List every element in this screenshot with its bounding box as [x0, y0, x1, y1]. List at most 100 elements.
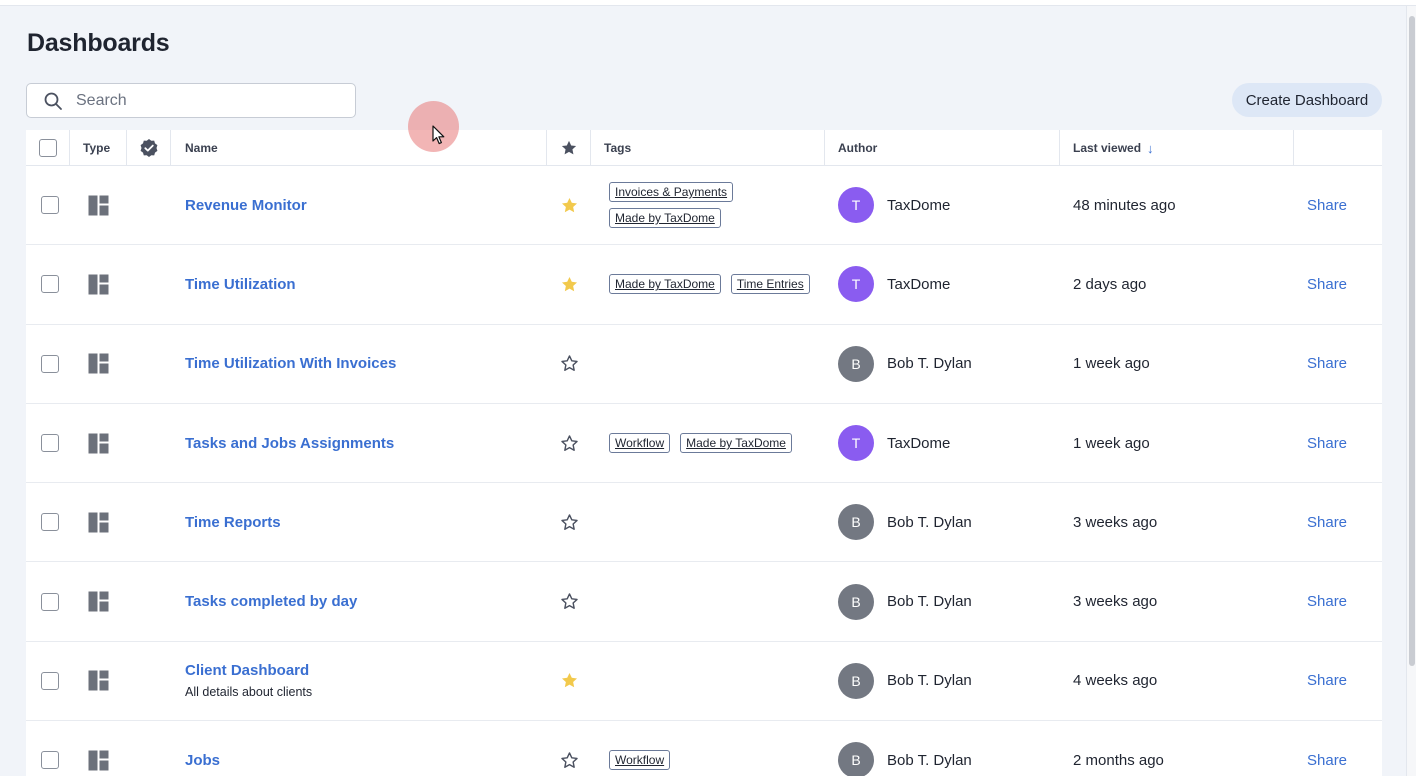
favorite-toggle[interactable] — [560, 404, 579, 482]
dashboard-name-link[interactable]: Jobs — [185, 751, 221, 769]
dashboard-name-link[interactable]: Time Utilization With Invoices — [185, 355, 397, 373]
last-viewed-text: 48 minutes ago — [1073, 196, 1176, 214]
share-link[interactable]: Share — [1307, 751, 1348, 769]
table-row[interactable]: Jobs Workflow B Bob T. Dylan 2 months ag… — [26, 721, 1382, 776]
share-link[interactable]: Share — [1307, 513, 1348, 531]
last-viewed-text: 1 week ago — [1073, 355, 1150, 373]
table-row[interactable]: Tasks completed by day B Bob T. Dylan 3 … — [26, 562, 1382, 642]
row-checkbox[interactable] — [41, 275, 59, 294]
favorite-toggle[interactable] — [560, 325, 579, 403]
row-checkbox[interactable] — [41, 434, 59, 453]
tags-cell — [609, 642, 824, 720]
share-link[interactable]: Share — [1307, 355, 1348, 373]
header-favorite[interactable] — [547, 130, 591, 166]
share-link[interactable]: Share — [1307, 275, 1348, 293]
share-link[interactable]: Share — [1307, 672, 1348, 690]
table-row[interactable]: Client Dashboard All details about clien… — [26, 642, 1382, 722]
avatar: B — [838, 345, 874, 382]
avatar-initial: T — [851, 197, 861, 214]
favorite-toggle[interactable] — [560, 642, 579, 720]
dashboard-name-link[interactable]: Tasks completed by day — [185, 593, 358, 611]
top-border — [0, 0, 1416, 6]
table-body: Revenue Monitor Invoices & Payments Made … — [26, 166, 1382, 776]
verified-badge-icon — [140, 139, 158, 157]
dashboard-name-link[interactable]: Time Reports — [185, 513, 281, 531]
search-input[interactable] — [76, 91, 336, 110]
tag-chip[interactable]: Made by TaxDome — [609, 274, 721, 295]
row-select-cell — [41, 721, 59, 776]
avatar-initial: B — [851, 355, 861, 372]
dashboard-name-link[interactable]: Tasks and Jobs Assignments — [185, 434, 395, 452]
favorite-toggle[interactable] — [560, 721, 579, 776]
last-viewed-text: 3 weeks ago — [1073, 513, 1158, 531]
table-row[interactable]: Tasks and Jobs Assignments Workflow Made … — [26, 404, 1382, 484]
row-checkbox[interactable] — [41, 751, 59, 770]
favorite-toggle[interactable] — [560, 483, 579, 561]
share-link[interactable]: Share — [1307, 593, 1348, 611]
mouse-pointer-icon — [432, 125, 445, 145]
header-type[interactable]: Type — [70, 130, 127, 166]
table-row[interactable]: Revenue Monitor Invoices & Payments Made … — [26, 166, 1382, 246]
avatar: B — [838, 662, 874, 699]
select-all-checkbox[interactable] — [39, 139, 57, 157]
share-cell: Share — [1307, 166, 1347, 244]
author-cell: B Bob T. Dylan — [838, 721, 972, 776]
scrollbar[interactable] — [1406, 6, 1416, 776]
header-tags[interactable]: Tags — [591, 130, 825, 166]
row-select-cell — [41, 483, 59, 561]
dashboard-name-link[interactable]: Time Utilization — [185, 275, 296, 293]
search-box[interactable] — [26, 83, 356, 118]
header-select-cell — [26, 130, 70, 166]
header-name[interactable]: Name — [171, 130, 547, 166]
star-outline-icon — [561, 751, 578, 768]
sort-arrow-icon: ↓ — [1147, 140, 1154, 156]
type-cell — [88, 562, 109, 640]
author-cell: B Bob T. Dylan — [838, 325, 972, 403]
create-dashboard-button[interactable]: Create Dashboard — [1232, 83, 1382, 117]
scrollbar-thumb[interactable] — [1409, 16, 1415, 666]
header-author[interactable]: Author — [825, 130, 1060, 166]
table-row[interactable]: Time Utilization With Invoices B Bob T. … — [26, 325, 1382, 404]
last-viewed-text: 3 weeks ago — [1073, 593, 1158, 611]
favorite-toggle[interactable] — [560, 166, 579, 244]
row-select-cell — [41, 245, 59, 323]
row-select-cell — [41, 642, 59, 720]
name-cell: Revenue Monitor — [185, 166, 307, 244]
tag-chip[interactable]: Made by TaxDome — [680, 433, 792, 454]
header-author-label: Author — [838, 141, 878, 155]
tag-chip[interactable]: Workflow — [609, 750, 671, 771]
last-viewed-cell: 3 weeks ago — [1073, 562, 1157, 640]
author-name: TaxDome — [887, 275, 951, 293]
row-checkbox[interactable] — [41, 671, 59, 690]
star-outline-icon — [561, 514, 578, 530]
row-checkbox[interactable] — [41, 592, 59, 611]
header-verified[interactable] — [127, 130, 171, 166]
tags-cell: Invoices & Payments Made by TaxDome — [609, 166, 824, 244]
tag-chip[interactable]: Invoices & Payments — [609, 182, 734, 203]
share-link[interactable]: Share — [1307, 196, 1348, 214]
avatar-initial: B — [851, 752, 861, 769]
share-cell: Share — [1307, 562, 1347, 640]
favorite-toggle[interactable] — [560, 245, 579, 323]
share-cell: Share — [1307, 642, 1347, 720]
tag-chip[interactable]: Time Entries — [730, 274, 810, 295]
row-checkbox[interactable] — [41, 354, 59, 373]
name-cell: Time Utilization With Invoices — [185, 325, 396, 403]
favorite-toggle[interactable] — [560, 562, 579, 640]
dashboard-name-link[interactable]: Client Dashboard — [185, 662, 310, 680]
row-checkbox[interactable] — [41, 513, 59, 532]
last-viewed-cell: 2 days ago — [1073, 245, 1146, 323]
share-cell: Share — [1307, 325, 1347, 403]
dashboard-type-icon — [88, 195, 109, 216]
tag-chip[interactable]: Made by TaxDome — [609, 208, 721, 229]
table-row[interactable]: Time Reports B Bob T. Dylan 3 weeks ago … — [26, 483, 1382, 563]
table-row[interactable]: Time Utilization Made by TaxDome Time Ent… — [26, 245, 1382, 325]
share-link[interactable]: Share — [1307, 434, 1348, 452]
avatar-initial: T — [851, 435, 861, 452]
dashboard-name-link[interactable]: Revenue Monitor — [185, 196, 307, 214]
dashboard-type-icon — [88, 433, 109, 454]
tag-chip[interactable]: Workflow — [609, 433, 671, 454]
last-viewed-cell: 1 week ago — [1073, 404, 1150, 482]
row-checkbox[interactable] — [41, 196, 59, 215]
header-last-viewed[interactable]: Last viewed ↓ — [1060, 130, 1294, 166]
